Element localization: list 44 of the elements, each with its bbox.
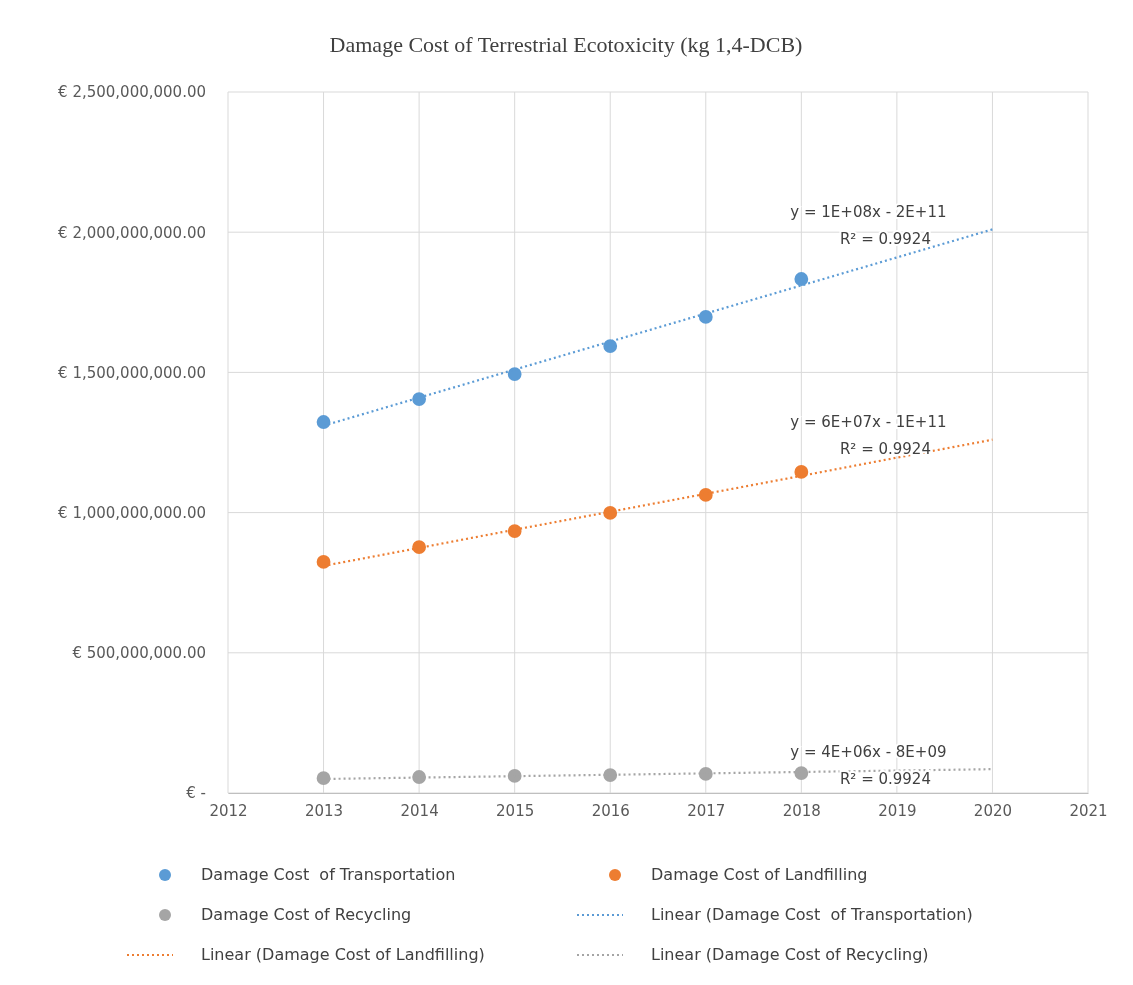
x-tick-label: 2014 <box>400 801 439 820</box>
legend-label: Damage Cost of Transportation <box>201 864 456 884</box>
x-tick-label: 2017 <box>687 801 726 820</box>
point <box>316 415 331 429</box>
legend-label: Linear (Damage Cost of Landfilling) <box>201 944 485 964</box>
x-tick-label: 2015 <box>496 801 535 820</box>
legend-label: Linear (Damage Cost of Transportation) <box>651 904 973 924</box>
point <box>603 768 618 782</box>
y-tick-label: € 1,000,000,000.00 <box>58 503 206 522</box>
point <box>412 540 427 554</box>
x-tick-label: 2012 <box>209 801 248 820</box>
annotation: R² = 0.9924 <box>839 229 931 248</box>
point <box>603 505 618 520</box>
point <box>698 488 713 502</box>
legend-label: Linear (Damage Cost of Recycling) <box>651 944 929 964</box>
y-tick-label: € 500,000,000.00 <box>72 644 206 663</box>
x-tick-label: 2016 <box>591 801 630 820</box>
x-tick-label: 2019 <box>878 801 917 820</box>
point <box>698 767 713 781</box>
y-tick-label: € 2,500,000,000.00 <box>58 83 206 102</box>
x-tick-label: 2021 <box>1069 801 1108 820</box>
annotation: y = 1E+08x - 2E+11 <box>790 202 947 221</box>
point <box>316 555 331 569</box>
legend-label: Damage Cost of Landfilling <box>651 864 868 884</box>
point <box>794 272 809 286</box>
y-tick-label: € 1,500,000,000.00 <box>58 363 206 382</box>
point <box>794 766 809 780</box>
point <box>603 339 618 353</box>
point <box>412 392 427 406</box>
point <box>507 367 522 381</box>
point <box>698 309 713 324</box>
x-tick-label: 2013 <box>304 801 344 820</box>
point <box>316 771 331 786</box>
chart-title: Damage Cost of Terrestrial Ecotoxicity (kg 1,4-DCB) <box>329 32 803 57</box>
annotation: R² = 0.9924 <box>839 440 931 459</box>
annotation: y = 4E+06x - 8E+09 <box>790 742 947 761</box>
x-tick-label: 2020 <box>973 801 1013 820</box>
x-tick-label: 2018 <box>782 801 821 820</box>
y-tick-label: € - <box>186 784 206 803</box>
annotation: y = 6E+07x - 1E+11 <box>790 413 947 432</box>
annotation: R² = 0.9924 <box>839 769 931 788</box>
legend-label: Damage Cost of Recycling <box>201 904 412 924</box>
y-tick-label: € 2,000,000,000.00 <box>58 223 206 242</box>
point <box>794 465 809 479</box>
